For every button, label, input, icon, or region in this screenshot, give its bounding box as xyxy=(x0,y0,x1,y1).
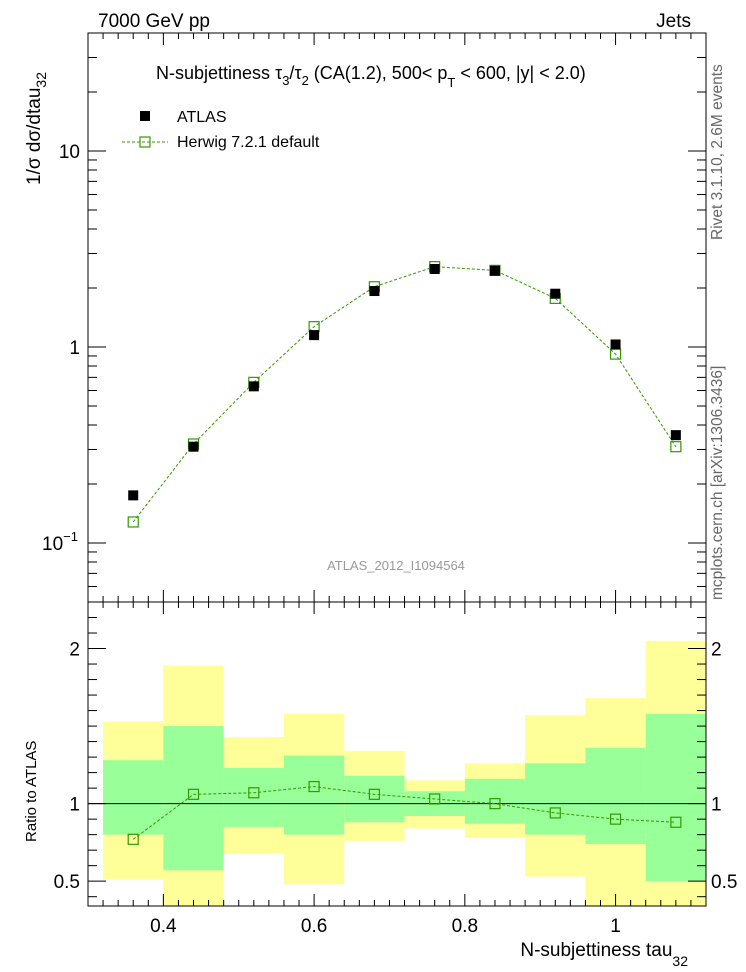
inner-band xyxy=(103,760,164,835)
herwig-point xyxy=(670,441,682,453)
ratio-x-tick-label: 0.6 xyxy=(301,916,327,937)
atlas-point xyxy=(188,441,199,452)
ratio-y-tick-label-right: 0.5 xyxy=(711,872,737,893)
inner-band xyxy=(283,755,345,835)
legend: ATLAS Herwig 7.2.1 default xyxy=(122,109,320,151)
rivet-label: Rivet 3.1.10, 2.6M events xyxy=(709,64,726,240)
main-series xyxy=(127,261,682,528)
legend-atlas-marker xyxy=(140,111,150,121)
main-y-tick-label: 1 xyxy=(69,338,80,359)
atlas-point xyxy=(369,286,380,297)
main-y-tick-label: 10 xyxy=(59,142,80,163)
inner-band xyxy=(645,713,706,882)
ratio-y-tick-label: 0.5 xyxy=(54,872,80,893)
ratio-herwig-point xyxy=(489,798,501,810)
inner-band xyxy=(464,778,526,824)
watermark-label: ATLAS_2012_I1094564 xyxy=(327,558,465,573)
atlas-point xyxy=(128,490,139,501)
ratio-x-tick-label: 1 xyxy=(610,916,621,937)
ratio-herwig-point xyxy=(368,788,380,800)
atlas-point xyxy=(429,264,440,275)
ratio-herwig-point xyxy=(609,813,622,825)
ratio-herwig-point xyxy=(187,788,200,800)
ratio-bands xyxy=(88,640,706,906)
atlas-point xyxy=(670,430,681,441)
ratio-y-tick-label-right: 1 xyxy=(711,795,722,816)
ratio-herwig-point xyxy=(308,780,320,793)
atlas-point xyxy=(309,330,320,341)
ratio-herwig-point xyxy=(670,816,682,828)
inner-band xyxy=(163,726,224,871)
atlas-point xyxy=(248,381,259,392)
ratio-axis-ticks: 0.4 0.6 0.8 1 0.5 0.5 1 1 2 2 xyxy=(54,601,737,937)
main-y-tick-label: 10−1 xyxy=(42,529,78,555)
inner-band xyxy=(525,763,586,835)
ratio-y-tick-label: 2 xyxy=(69,640,80,661)
ratio-herwig-point xyxy=(549,807,561,819)
mcplots-label: mcplots.cern.ch [arXiv:1306.3436] xyxy=(709,366,726,600)
ratio-x-tick-label: 0.8 xyxy=(452,916,478,937)
ratio-x-tick-label: 0.4 xyxy=(150,916,177,937)
legend-atlas-label: ATLAS xyxy=(177,109,227,126)
atlas-point xyxy=(489,265,500,276)
main-ylabel: 1/σ dσ/dtau32 xyxy=(24,72,49,185)
ratio-y-tick-label: 1 xyxy=(69,795,80,816)
ratio-herwig-line xyxy=(132,786,676,840)
ratio-ylabel: Ratio to ATLAS xyxy=(23,741,40,842)
process-label: Jets xyxy=(656,11,691,32)
herwig-point xyxy=(127,516,139,528)
main-title: N-subjettiness τ3/τ2 (CA(1.2), 500< pT <… xyxy=(156,63,586,90)
ratio-herwig-point xyxy=(127,833,139,845)
ratio-frame xyxy=(87,601,707,907)
atlas-point xyxy=(610,339,621,350)
ratio-herwig-point xyxy=(248,787,260,799)
ratio-herwig-point xyxy=(429,793,441,805)
herwig-line xyxy=(132,266,677,523)
xlabel: N-subjettiness tau32 xyxy=(520,940,688,969)
legend-herwig-marker xyxy=(139,136,151,148)
main-axis-ticks: 10 1 10−1 xyxy=(42,32,707,603)
inner-band xyxy=(585,747,646,844)
atlas-point xyxy=(550,288,561,299)
ratio-series xyxy=(127,780,682,845)
energy-label: 7000 GeV pp xyxy=(98,11,210,32)
legend-herwig-label: Herwig 7.2.1 default xyxy=(177,134,320,151)
ratio-y-tick-label-right: 2 xyxy=(711,640,722,661)
